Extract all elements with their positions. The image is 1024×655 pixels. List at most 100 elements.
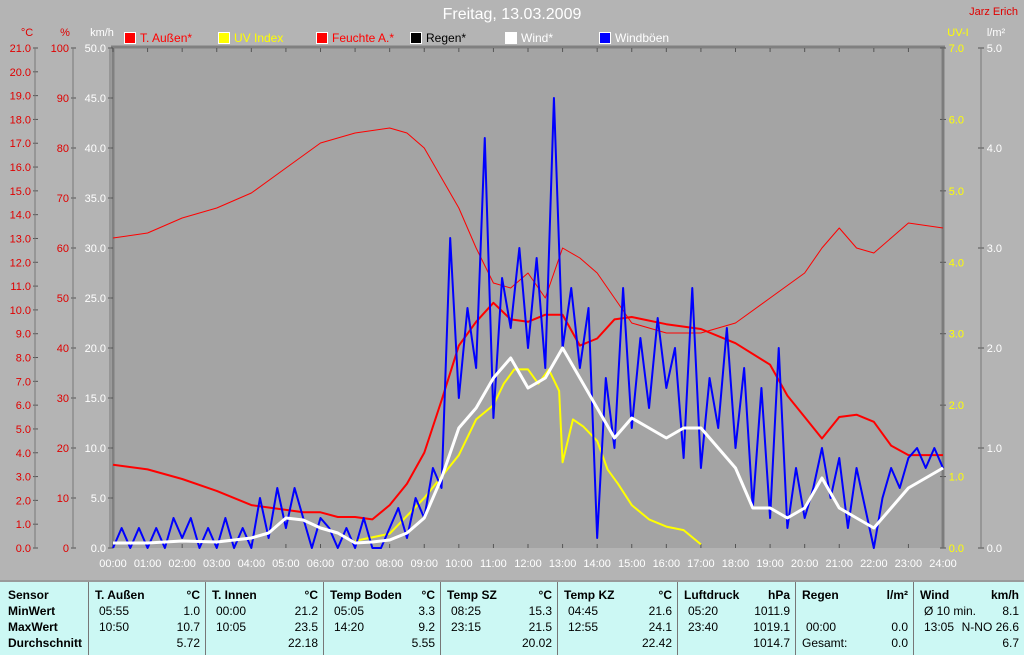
legend-swatch bbox=[410, 32, 422, 44]
legend-item: Windböen bbox=[599, 31, 669, 45]
legend-item: Feuchte A.* bbox=[316, 31, 394, 45]
author-label: Jarz Erich bbox=[969, 6, 1018, 18]
axis-tick-label-uv: 5.0 bbox=[949, 186, 964, 198]
x-tick-label: 21:00 bbox=[825, 558, 853, 570]
axis-tick-label-kmh: 45.0 bbox=[85, 93, 106, 105]
avg-value: 6.7 bbox=[1002, 636, 1019, 650]
legend-swatch bbox=[218, 32, 230, 44]
max-time: 10:05 bbox=[216, 620, 247, 634]
axis-tick-label-kmh: 40.0 bbox=[85, 143, 106, 155]
series-feuchte-a- bbox=[112, 127, 944, 334]
column-name: Temp Boden bbox=[330, 588, 402, 602]
axis-tick-label-percent: 40 bbox=[57, 343, 69, 355]
axis-tick-label-celsius: 20.0 bbox=[10, 67, 31, 79]
axis-unit-percent: % bbox=[60, 27, 70, 39]
x-tick-label: 23:00 bbox=[895, 558, 923, 570]
column-unit: hPa bbox=[767, 588, 790, 602]
legend-swatch bbox=[124, 32, 136, 44]
axis-tick-label-celsius: 16.0 bbox=[10, 162, 31, 174]
axis-tick-label-celsius: 17.0 bbox=[10, 138, 31, 150]
axis-tick-label-celsius: 15.0 bbox=[10, 186, 31, 198]
column-name: T. Außen bbox=[95, 588, 145, 602]
stats-column: T. Außen °C 05:55 1.0 10:50 10.7 5.72 bbox=[88, 582, 206, 655]
max-time: 14:20 bbox=[334, 620, 365, 634]
legend-label: UV Index bbox=[234, 31, 284, 45]
legend-label: T. Außen* bbox=[140, 31, 193, 45]
max-value: 21.5 bbox=[528, 620, 552, 634]
axis-tick-label-celsius: 12.0 bbox=[10, 257, 31, 269]
axis-tick-label-celsius: 9.0 bbox=[16, 329, 31, 341]
axis-tick-label-uv: 1.0 bbox=[949, 472, 964, 484]
x-tick-label: 08:00 bbox=[376, 558, 404, 570]
min-value: 21.6 bbox=[648, 604, 672, 618]
column-name: Luftdruck bbox=[684, 588, 740, 602]
series-uv-index bbox=[354, 368, 702, 546]
series-wind bbox=[113, 346, 944, 545]
min-time: 04:45 bbox=[568, 604, 599, 618]
avg-value: 22.18 bbox=[287, 636, 318, 650]
max-time: 23:40 bbox=[688, 620, 719, 634]
column-name: Temp KZ bbox=[564, 588, 615, 602]
axis-tick-label-celsius: 19.0 bbox=[10, 91, 31, 103]
axis-tick-label-rain: 0.0 bbox=[987, 543, 1002, 555]
axis-tick-label-rain: 5.0 bbox=[987, 43, 1002, 55]
axis-tick-label-celsius: 11.0 bbox=[10, 281, 31, 293]
axis-tick-label-percent: 20 bbox=[57, 443, 69, 455]
sensor-row-label: MinWert bbox=[8, 604, 56, 618]
x-tick-label: 17:00 bbox=[687, 558, 715, 570]
legend-swatch bbox=[316, 32, 328, 44]
series-t-au-en bbox=[112, 301, 943, 521]
min-time: 05:55 bbox=[99, 604, 130, 618]
column-unit: °C bbox=[538, 588, 552, 602]
max-time: 13:05 bbox=[924, 620, 955, 634]
axis-tick-label-rain: 4.0 bbox=[987, 143, 1002, 155]
axis-tick-label-celsius: 10.0 bbox=[10, 305, 31, 317]
axis-tick-label-percent: 50 bbox=[57, 293, 69, 305]
axis-tick-label-kmh: 35.0 bbox=[85, 193, 106, 205]
avg-value: 22.42 bbox=[641, 636, 672, 650]
column-unit: km/h bbox=[990, 588, 1019, 602]
axis-tick-label-percent: 60 bbox=[57, 243, 69, 255]
stats-column: Luftdruck hPa 05:20 1011.9 23:40 1019.1 1014.7 bbox=[677, 582, 796, 655]
legend-item: T. Außen* bbox=[124, 31, 192, 45]
x-tick-label: 07:00 bbox=[341, 558, 369, 570]
axis-unit-kmh: km/h bbox=[90, 27, 114, 39]
x-tick-label: 19:00 bbox=[756, 558, 784, 570]
axis-tick-label-percent: 80 bbox=[57, 143, 69, 155]
sensor-header: Sensor bbox=[8, 588, 49, 602]
axis-tick-label-uv: 6.0 bbox=[949, 114, 964, 126]
legend-label: Feuchte A.* bbox=[332, 31, 395, 45]
axis-tick-label-kmh: 10.0 bbox=[85, 443, 106, 455]
axis-tick-label-celsius: 3.0 bbox=[16, 472, 31, 484]
column-name: Regen bbox=[802, 588, 839, 602]
column-name: Wind bbox=[920, 588, 950, 602]
axis-tick-label-uv: 4.0 bbox=[949, 257, 964, 269]
x-tick-label: 20:00 bbox=[791, 558, 819, 570]
x-tick-label: 22:00 bbox=[860, 558, 888, 570]
x-tick-label: 12:00 bbox=[514, 558, 542, 570]
axis-unit-uv: UV-I bbox=[947, 27, 968, 39]
sensor-row-label: Durchschnitt bbox=[8, 636, 83, 650]
axis-tick-label-rain: 2.0 bbox=[987, 343, 1002, 355]
series-windb-en bbox=[112, 97, 944, 549]
avg-value: 0.0 bbox=[891, 636, 908, 650]
legend-item: Regen* bbox=[410, 31, 466, 45]
x-tick-label: 01:00 bbox=[134, 558, 162, 570]
min-value: 1.0 bbox=[183, 604, 200, 618]
avg-value: 5.55 bbox=[411, 636, 435, 650]
min-value: 8.1 bbox=[1002, 604, 1019, 618]
axis-unit-celsius: °C bbox=[21, 27, 33, 39]
x-tick-label: 09:00 bbox=[410, 558, 438, 570]
column-name: Temp SZ bbox=[447, 588, 497, 602]
axis-tick-label-celsius: 0.0 bbox=[16, 543, 31, 555]
axis-tick-label-celsius: 21.0 bbox=[10, 43, 31, 55]
axis-tick-label-uv: 7.0 bbox=[949, 43, 964, 55]
legend-item: Wind* bbox=[505, 31, 553, 45]
legend-swatch bbox=[599, 32, 611, 44]
min-time: Ø 10 min. bbox=[924, 604, 977, 618]
axis-unit-rain: l/m² bbox=[987, 27, 1006, 39]
max-value: 23.5 bbox=[294, 620, 318, 634]
axis-tick-label-rain: 1.0 bbox=[987, 443, 1002, 455]
column-name: T. Innen bbox=[212, 588, 257, 602]
axis-tick-label-celsius: 8.0 bbox=[16, 353, 31, 365]
